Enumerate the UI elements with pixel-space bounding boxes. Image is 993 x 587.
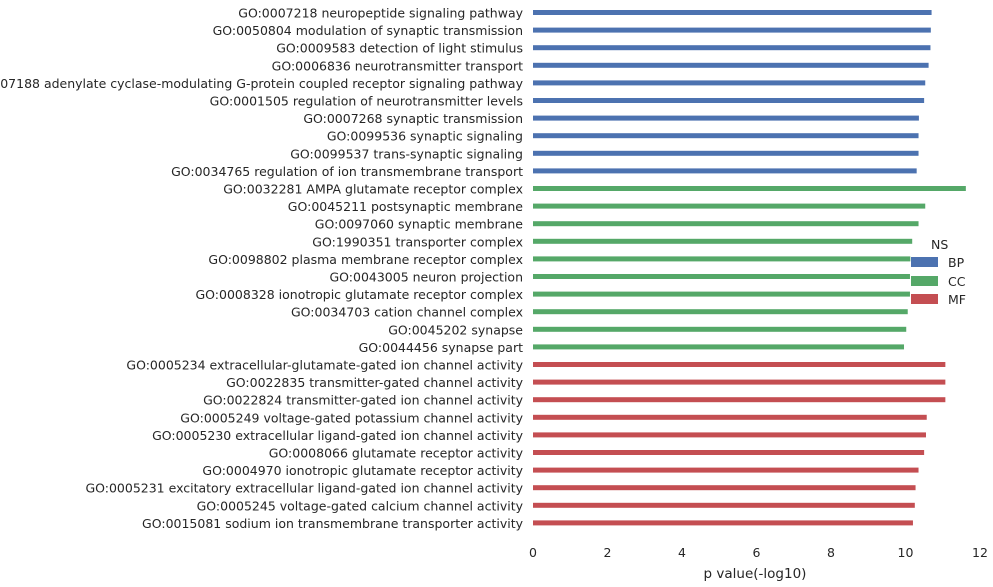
category-label: GO:0022824 transmitter-gated ion channel… bbox=[203, 393, 524, 408]
category-label: GO:1990351 transporter complex bbox=[312, 234, 523, 249]
category-labels: GO:0007218 neuropeptide signaling pathwa… bbox=[0, 6, 524, 531]
category-label: GO:0050804 modulation of synaptic transm… bbox=[213, 23, 523, 38]
bar bbox=[533, 344, 905, 350]
category-label: GO:0005249 voltage-gated potassium chann… bbox=[180, 410, 523, 425]
legend-swatch-bp bbox=[911, 257, 938, 267]
bar bbox=[533, 326, 907, 332]
category-label: GO:0006836 neurotransmitter transport bbox=[272, 58, 523, 73]
x-tick-label: 10 bbox=[898, 545, 914, 560]
bar bbox=[533, 467, 919, 473]
category-label: GO:0007268 synaptic transmission bbox=[303, 111, 523, 126]
legend-swatch-mf bbox=[911, 294, 938, 304]
bar bbox=[533, 432, 926, 438]
bar bbox=[533, 10, 932, 15]
category-label: GO:0004970 ionotropic glutamate receptor… bbox=[202, 463, 523, 478]
category-label: GO:0045211 postsynaptic membrane bbox=[288, 199, 524, 214]
category-label: GO:0097060 synaptic membrane bbox=[315, 217, 524, 232]
category-label: GO:0005231 excitatory extracellular liga… bbox=[85, 481, 523, 496]
legend-swatch-cc bbox=[911, 276, 938, 286]
category-label: GO:0034765 regulation of ion transmembra… bbox=[171, 164, 523, 179]
category-label: GO:0001505 regulation of neurotransmitte… bbox=[210, 94, 523, 109]
x-tick-label: 2 bbox=[604, 545, 612, 560]
bar bbox=[533, 27, 931, 33]
category-label: GO:0045202 synapse bbox=[388, 322, 523, 337]
legend-title: NS bbox=[931, 237, 948, 252]
bar bbox=[533, 362, 946, 367]
category-label: GO:0099537 trans-synaptic signaling bbox=[290, 146, 523, 161]
bar bbox=[533, 62, 929, 68]
bar bbox=[533, 256, 911, 262]
bar bbox=[533, 168, 917, 174]
bar bbox=[533, 115, 919, 121]
x-tick-label: 8 bbox=[827, 545, 835, 560]
category-label: GO:0009583 detection of light stimulus bbox=[276, 41, 523, 56]
category-label: GO:0098802 plasma membrane receptor comp… bbox=[208, 252, 523, 267]
category-label: GO:0015081 sodium ion transmembrane tran… bbox=[142, 516, 524, 531]
bar bbox=[533, 520, 913, 526]
bar bbox=[533, 203, 926, 209]
x-tick-label: 12 bbox=[972, 545, 988, 560]
bar bbox=[533, 379, 946, 385]
bar bbox=[533, 133, 919, 139]
category-label: GO:0022835 transmitter-gated channel act… bbox=[226, 375, 523, 390]
bar bbox=[533, 80, 926, 86]
category-label: GO:0044456 synapse part bbox=[359, 340, 523, 355]
bar bbox=[533, 397, 946, 403]
bar bbox=[533, 309, 908, 315]
category-label: GO:0005245 voltage-gated calcium channel… bbox=[197, 498, 524, 513]
bar bbox=[533, 186, 966, 191]
bar bbox=[533, 238, 913, 244]
category-label: GO:0007188 adenylate cyclase-modulating … bbox=[0, 76, 524, 91]
category-label: GO:0008328 ionotropic glutamate receptor… bbox=[196, 287, 524, 302]
bar bbox=[533, 291, 910, 297]
category-label: GO:0099536 synaptic signaling bbox=[327, 129, 523, 144]
category-label: GO:0007218 neuropeptide signaling pathwa… bbox=[238, 6, 523, 21]
x-tick-label: 0 bbox=[529, 545, 537, 560]
bars-group bbox=[533, 10, 966, 526]
x-tick-label: 6 bbox=[753, 545, 761, 560]
bar bbox=[533, 98, 925, 103]
bar bbox=[533, 485, 916, 491]
legend-label-cc: CC bbox=[948, 274, 966, 289]
bar bbox=[533, 45, 931, 51]
category-label: GO:0043005 neuron projection bbox=[329, 270, 523, 285]
bar bbox=[533, 450, 925, 455]
bar bbox=[533, 150, 919, 156]
legend-label-mf: MF bbox=[948, 292, 966, 307]
bar bbox=[533, 221, 919, 227]
x-tick-label: 4 bbox=[678, 545, 686, 560]
bar bbox=[533, 274, 910, 279]
x-axis-ticks: 0 2 4 6 8 10 12 bbox=[529, 545, 988, 560]
category-label: GO:0034703 cation channel complex bbox=[291, 305, 523, 320]
category-label: GO:0005230 extracellular ligand-gated io… bbox=[152, 428, 524, 443]
x-axis-title: p value(-log10) bbox=[704, 566, 807, 582]
bar bbox=[533, 502, 915, 508]
category-label: GO:0032281 AMPA glutamate receptor compl… bbox=[223, 182, 523, 197]
category-label: GO:0008066 glutamate receptor activity bbox=[269, 446, 524, 461]
bar bbox=[533, 414, 927, 420]
legend: NS BP CC MF bbox=[911, 237, 966, 307]
legend-label-bp: BP bbox=[948, 255, 965, 270]
category-label: GO:0005234 extracellular-glutamate-gated… bbox=[126, 358, 523, 373]
